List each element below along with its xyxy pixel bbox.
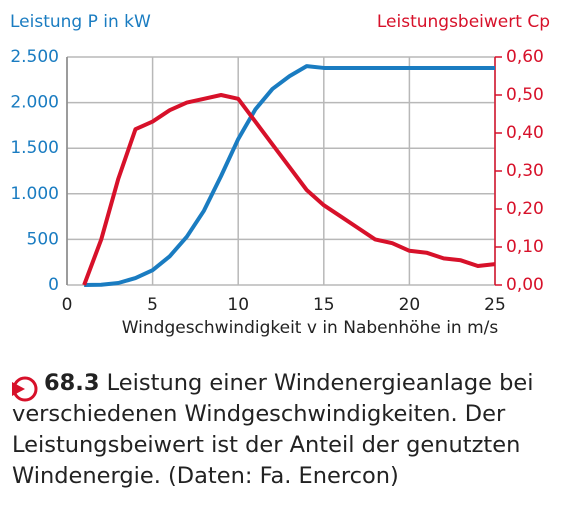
y2-tick-label: 0,60 (506, 47, 544, 67)
x-tick-label: 15 (313, 295, 335, 315)
y2-tick-label: 0,10 (506, 237, 544, 257)
y2-tick-label: 0,00 (506, 275, 544, 295)
caption-icon (12, 376, 38, 402)
x-tick-label: 0 (62, 295, 73, 315)
line-series (82, 93, 496, 286)
y-tick-label: 2.000 (10, 93, 59, 113)
y2-tick-label: 0,20 (506, 199, 544, 219)
y-tick-label: 1.500 (10, 138, 59, 158)
y-tick-label: 1.000 (10, 184, 59, 204)
x-tick-label: 20 (399, 295, 421, 315)
y2-tick-label: 0,30 (506, 161, 544, 181)
y-tick-label: 0 (48, 275, 59, 295)
y2-tick-label: 0,50 (506, 85, 544, 105)
x-tick-label: 10 (227, 295, 249, 315)
y2-axis-label: Leistungsbeiwert Cp (377, 12, 550, 32)
y2-tick-label: 0,40 (506, 123, 544, 143)
chart: Leistung P in kW Leistungsbeiwert Cp Win… (10, 12, 550, 338)
x-tick-label: 25 (484, 295, 506, 315)
x-axis-label: Windgeschwindigkeit v in Nabenhöhe in m/… (122, 318, 499, 338)
line-series (84, 64, 495, 287)
caption-text: Leistung einer Windenergieanlage bei ver… (12, 370, 534, 489)
x-tick-label: 5 (147, 295, 158, 315)
caption-number: 68.3 (44, 370, 100, 396)
y-axis-label: Leistung P in kW (10, 12, 151, 32)
caption: 68.3 Leistung einer Windenergieanlage be… (12, 368, 560, 492)
y-tick-label: 2.500 (10, 47, 59, 67)
y-tick-label: 500 (27, 229, 59, 249)
